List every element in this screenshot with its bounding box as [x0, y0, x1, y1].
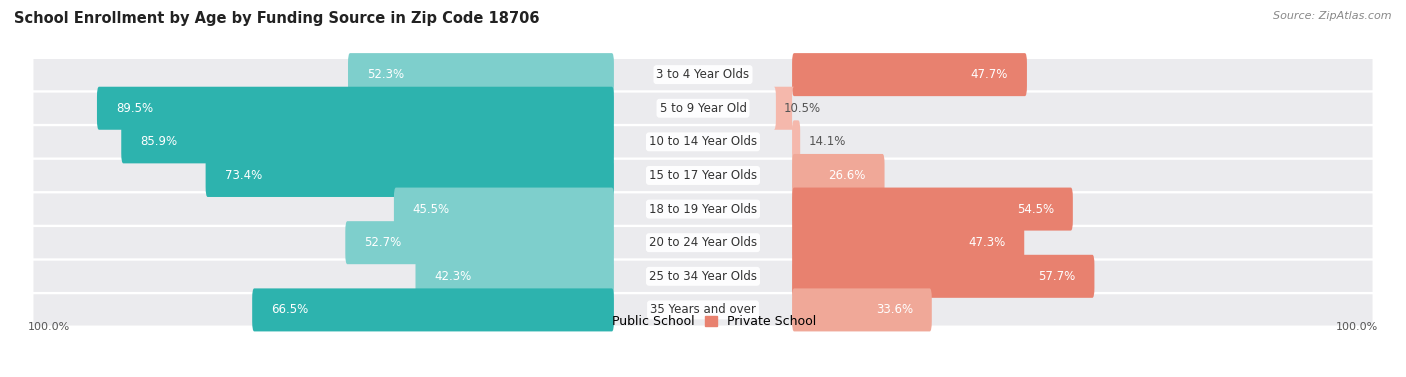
- Text: 3 to 4 Year Olds: 3 to 4 Year Olds: [657, 68, 749, 81]
- FancyBboxPatch shape: [34, 160, 1372, 191]
- FancyBboxPatch shape: [31, 92, 1375, 125]
- FancyBboxPatch shape: [349, 53, 614, 96]
- FancyBboxPatch shape: [31, 125, 1375, 158]
- FancyBboxPatch shape: [792, 188, 1073, 231]
- FancyBboxPatch shape: [34, 93, 1372, 124]
- FancyBboxPatch shape: [34, 126, 1372, 158]
- Text: 25 to 34 Year Olds: 25 to 34 Year Olds: [650, 270, 756, 283]
- FancyBboxPatch shape: [252, 288, 614, 331]
- Text: 54.5%: 54.5%: [1017, 202, 1054, 216]
- FancyBboxPatch shape: [792, 53, 1026, 96]
- Text: 47.3%: 47.3%: [969, 236, 1005, 249]
- FancyBboxPatch shape: [394, 188, 614, 231]
- FancyBboxPatch shape: [31, 226, 1375, 259]
- Text: School Enrollment by Age by Funding Source in Zip Code 18706: School Enrollment by Age by Funding Sour…: [14, 11, 540, 26]
- FancyBboxPatch shape: [97, 87, 614, 130]
- FancyBboxPatch shape: [792, 288, 932, 331]
- FancyBboxPatch shape: [34, 227, 1372, 258]
- FancyBboxPatch shape: [31, 260, 1375, 293]
- Text: 85.9%: 85.9%: [141, 135, 177, 149]
- Text: 14.1%: 14.1%: [808, 135, 845, 149]
- FancyBboxPatch shape: [792, 255, 1094, 298]
- Text: 52.3%: 52.3%: [367, 68, 404, 81]
- FancyBboxPatch shape: [31, 159, 1375, 192]
- FancyBboxPatch shape: [34, 261, 1372, 292]
- FancyBboxPatch shape: [205, 154, 614, 197]
- FancyBboxPatch shape: [346, 221, 614, 264]
- Text: 10.5%: 10.5%: [785, 102, 821, 115]
- Text: 10 to 14 Year Olds: 10 to 14 Year Olds: [650, 135, 756, 149]
- Text: 52.7%: 52.7%: [364, 236, 402, 249]
- FancyBboxPatch shape: [34, 294, 1372, 326]
- FancyBboxPatch shape: [34, 59, 1372, 90]
- Text: 47.7%: 47.7%: [970, 68, 1008, 81]
- FancyBboxPatch shape: [34, 193, 1372, 225]
- Text: 15 to 17 Year Olds: 15 to 17 Year Olds: [650, 169, 756, 182]
- Text: 57.7%: 57.7%: [1038, 270, 1076, 283]
- Legend: Public School, Private School: Public School, Private School: [589, 315, 817, 328]
- Text: 20 to 24 Year Olds: 20 to 24 Year Olds: [650, 236, 756, 249]
- FancyBboxPatch shape: [31, 192, 1375, 226]
- Text: 33.6%: 33.6%: [876, 303, 912, 316]
- Text: 26.6%: 26.6%: [828, 169, 866, 182]
- Text: 5 to 9 Year Old: 5 to 9 Year Old: [659, 102, 747, 115]
- FancyBboxPatch shape: [121, 120, 614, 163]
- FancyBboxPatch shape: [792, 221, 1024, 264]
- Text: 73.4%: 73.4%: [225, 169, 262, 182]
- Text: 89.5%: 89.5%: [115, 102, 153, 115]
- FancyBboxPatch shape: [31, 58, 1375, 91]
- Text: Source: ZipAtlas.com: Source: ZipAtlas.com: [1274, 11, 1392, 21]
- Text: 66.5%: 66.5%: [271, 303, 308, 316]
- Text: 18 to 19 Year Olds: 18 to 19 Year Olds: [650, 202, 756, 216]
- FancyBboxPatch shape: [792, 154, 884, 197]
- Text: 45.5%: 45.5%: [413, 202, 450, 216]
- FancyBboxPatch shape: [792, 120, 800, 163]
- Text: 35 Years and over: 35 Years and over: [650, 303, 756, 316]
- FancyBboxPatch shape: [773, 87, 794, 130]
- FancyBboxPatch shape: [416, 255, 614, 298]
- Text: 42.3%: 42.3%: [434, 270, 471, 283]
- Text: 100.0%: 100.0%: [28, 322, 70, 332]
- Text: 100.0%: 100.0%: [1336, 322, 1378, 332]
- FancyBboxPatch shape: [31, 293, 1375, 326]
